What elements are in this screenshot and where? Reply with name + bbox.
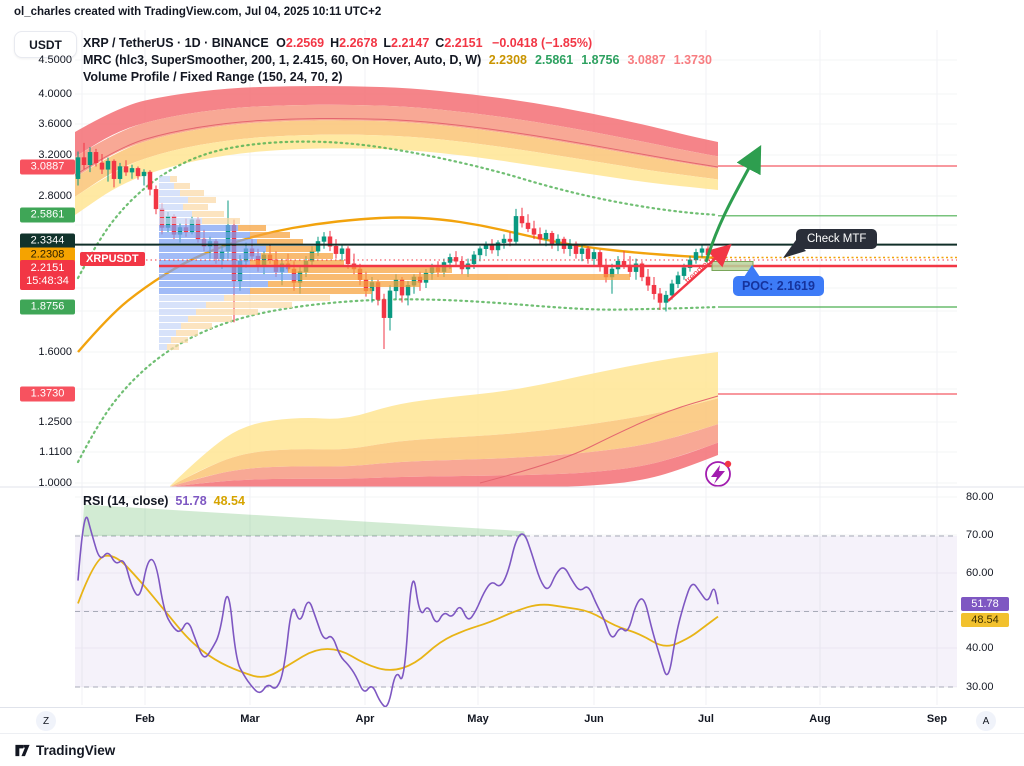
green-rectangle-annotation — [711, 261, 754, 271]
rsi-ma-value: 48.54 — [213, 494, 245, 508]
tradingview-logo-icon — [15, 744, 30, 757]
check-mtf-note[interactable]: Check MTF — [796, 229, 878, 249]
change-value: −0.0418 (−1.85%) — [492, 36, 593, 50]
price-tick-label: 4.0000 — [38, 88, 72, 100]
price-tick-label: 2.8000 — [38, 190, 72, 202]
mrc-value: 2.5861 — [534, 53, 574, 67]
price-tick-label: 3.2000 — [38, 149, 72, 161]
mrc-outer-bands — [74, 86, 719, 487]
time-axis-month-label[interactable]: Sep — [926, 713, 948, 725]
rsi-tick-label: 40.00 — [966, 642, 994, 654]
time-axis-month-label[interactable]: Feb — [135, 713, 155, 725]
price-tick-label: 1.1100 — [39, 446, 72, 458]
rsi-line — [77, 516, 719, 708]
time-axis-month-label[interactable]: Jun — [584, 713, 604, 725]
ohlc-item: C2.2151 — [435, 36, 483, 50]
time-axis-month-label[interactable]: Aug — [809, 713, 831, 725]
mrc-label: MRC (hlc3, SuperSmoother, 200, 1, 2.415,… — [83, 53, 482, 67]
tradingview-logo[interactable]: TradingView — [14, 742, 115, 759]
auto-scale-button[interactable]: A — [976, 711, 996, 731]
volume-profile-label: Volume Profile / Fixed Range (150, 24, 7… — [83, 70, 343, 84]
time-axis-month-label[interactable]: Mar — [240, 713, 260, 725]
time-axis-month-label[interactable]: Apr — [355, 713, 375, 725]
ohlc-item: O2.2569 — [276, 36, 325, 50]
mrc-values: 2.2308 2.5861 1.8756 3.0887 1.3730 — [489, 53, 720, 67]
last-price-badge: 2.2151 15:48:34 — [20, 260, 75, 290]
last-price-value: 2.2151 — [30, 262, 65, 274]
rsi-value-badge: 48.54 — [961, 613, 1009, 627]
footer-bar: TradingView — [0, 733, 1024, 766]
rsi-header[interactable]: RSI (14, close) 51.78 48.54 — [83, 494, 245, 508]
price-level-badge: 2.2308 — [20, 247, 75, 263]
time-axis-month-label[interactable]: May — [467, 713, 489, 725]
rsi-tick-label: 70.00 — [966, 529, 994, 541]
flash-events-icon[interactable] — [705, 460, 732, 487]
time-axis[interactable]: Feb Mar Apr May Jun Jul Aug Sep Z A — [0, 707, 1024, 734]
quote-currency-chip[interactable]: USDT — [14, 31, 77, 58]
price-level-badge: 2.5861 — [20, 207, 75, 223]
volume-profile — [159, 176, 630, 350]
mrc-value: 2.2308 — [488, 53, 527, 67]
price-level-badge: 2.3344 — [20, 233, 75, 249]
ohlc-item: L2.2147 — [383, 36, 430, 50]
poc-callout[interactable]: POC: 2.1619 — [733, 276, 824, 296]
rsi-value: 51.78 — [175, 494, 207, 508]
volume-profile-indicator-row[interactable]: Volume Profile / Fixed Range (150, 24, 7… — [83, 70, 343, 84]
mrc-value: 1.8756 — [581, 53, 620, 67]
ohlc-values: O2.2569 H2.2678 L2.2147 C2.2151 — [276, 36, 488, 50]
price-level-badge: 1.8756 — [20, 299, 75, 315]
poc-callout-tail — [744, 265, 760, 277]
symbol-price-line-label[interactable]: XRPUSDT — [80, 252, 145, 266]
rsi-value-badge: 51.78 — [961, 597, 1009, 611]
tradingview-logo-text: TradingView — [36, 743, 116, 758]
time-axis-month-label[interactable]: Jul — [698, 713, 714, 725]
green-arrow-annotation — [704, 145, 762, 263]
price-tick-label: 1.6000 — [38, 346, 72, 358]
price-tick-label: 4.5000 — [38, 54, 72, 66]
price-tick-label: 3.6000 — [38, 118, 72, 130]
rsi-tick-label: 60.00 — [966, 567, 994, 579]
rsi-tick-label: 30.00 — [966, 681, 994, 693]
mrc-value: 3.0887 — [627, 53, 666, 67]
timezone-button[interactable]: Z — [36, 711, 56, 731]
price-tick-label: 1.0000 — [38, 477, 72, 489]
rsi-pane — [75, 504, 957, 708]
symbol-header-row[interactable]: XRP / TetherUS · 1D · BINANCE O2.2569 H2.… — [83, 36, 592, 50]
ohlc-item: H2.2678 — [330, 36, 378, 50]
red-trendline-annotation — [667, 243, 732, 302]
check-mtf-tail — [783, 240, 806, 258]
mrc-value: 1.3730 — [673, 53, 712, 67]
credit-line: ol_charles created with TradingView.com,… — [14, 6, 382, 18]
price-level-badge: 3.0887 — [20, 159, 75, 175]
symbol-title: XRP / TetherUS · 1D · BINANCE — [83, 36, 269, 50]
mrc-indicator-row[interactable]: MRC (hlc3, SuperSmoother, 200, 1, 2.415,… — [83, 53, 720, 67]
price-level-badge: 1.3730 — [20, 386, 75, 402]
bar-countdown: 15:48:34 — [26, 275, 69, 287]
rsi-title: RSI (14, close) — [83, 494, 169, 508]
price-tick-label: 1.2500 — [38, 416, 72, 428]
rsi-tick-label: 80.00 — [966, 491, 994, 503]
trendline-text-annotation: trending — [683, 256, 714, 285]
